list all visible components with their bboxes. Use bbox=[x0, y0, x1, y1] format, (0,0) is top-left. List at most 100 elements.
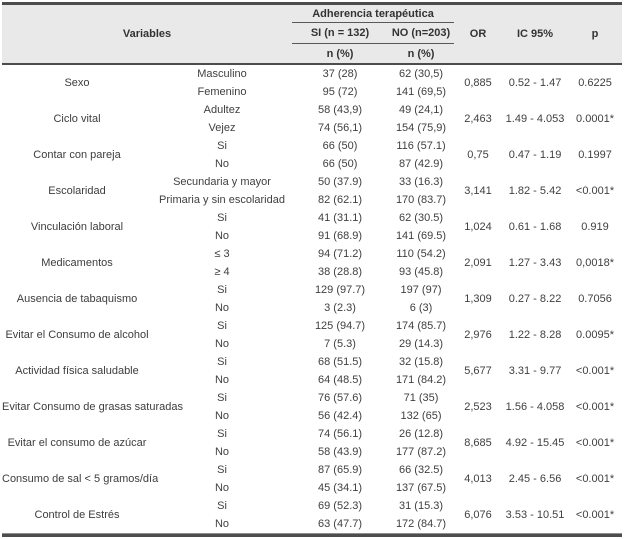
si-value: 69 (52.3) bbox=[318, 500, 363, 512]
si-value: 129 (97.7) bbox=[314, 284, 366, 296]
si-value: 91 (68.9) bbox=[318, 230, 363, 242]
category-label: Si bbox=[217, 284, 227, 296]
no-value: 62 (30.5) bbox=[399, 212, 444, 224]
ci-value: 1.82 - 5.42 bbox=[508, 185, 562, 197]
p-value: 0.0095* bbox=[576, 329, 614, 341]
category-label: No bbox=[214, 482, 230, 494]
category-label: Si bbox=[217, 500, 227, 512]
si-npct-header: n (%) bbox=[292, 44, 389, 65]
si-value: 3 (2.3) bbox=[324, 302, 356, 314]
or-value: 2,523 bbox=[464, 401, 492, 413]
table-row: Actividad física saludable Si 68 (51.5) 32 … bbox=[2, 353, 622, 377]
variable-name: Consumo de sal < 5 gramos/día bbox=[2, 473, 159, 485]
no-value: 132 (65) bbox=[400, 410, 442, 422]
no-value: 6 (3) bbox=[409, 302, 433, 314]
or-value: 2,463 bbox=[464, 113, 492, 125]
table-row: Medicamentos ≤ 3 94 (71.2) 110 (54.2) 2,091 1… bbox=[2, 245, 622, 269]
variable-name: Vinculación laboral bbox=[30, 221, 124, 233]
p-value: 0.0001* bbox=[576, 113, 614, 125]
table-row: Contar con pareja Si 66 (50) 116 (57.1) 0,75… bbox=[2, 137, 622, 161]
no-value: 177 (87.2) bbox=[395, 446, 447, 458]
variable-name: Actividad física saludable bbox=[15, 365, 139, 377]
si-value: 66 (50) bbox=[322, 140, 358, 152]
category-label: Adultez bbox=[203, 104, 241, 116]
category-label: No bbox=[214, 158, 230, 170]
variable-name: Escolaridad bbox=[48, 185, 106, 197]
table-row: No 91 (68.9) 141 (69.5) bbox=[2, 227, 622, 245]
or-value: 2,091 bbox=[464, 257, 492, 269]
si-value: 38 (28.8) bbox=[318, 266, 363, 278]
table-row: No 45 (34.1) 137 (67.5) bbox=[2, 479, 622, 497]
or-value: 8,685 bbox=[464, 437, 492, 449]
p-value: <0.001* bbox=[568, 497, 623, 534]
or-value: 3,141 bbox=[464, 185, 492, 197]
no-value: 49 (24,1) bbox=[399, 104, 444, 116]
no-value: 154 (75,9) bbox=[395, 122, 447, 134]
no-value: 170 (83.7) bbox=[395, 194, 447, 206]
no-value: 137 (67.5) bbox=[395, 482, 447, 494]
p-value: 0.6225 bbox=[578, 77, 612, 89]
si-value: 82 (62.1) bbox=[318, 194, 363, 206]
p-value: <0.001* bbox=[575, 437, 615, 449]
ci-value: 0.47 - 1.19 bbox=[508, 149, 562, 161]
no-value: 172 (84.7) bbox=[388, 515, 455, 534]
or-value: 2,976 bbox=[464, 329, 492, 341]
table-row: No 66 (50) 87 (42.9) bbox=[2, 155, 622, 173]
no-value: 32 (15.8) bbox=[399, 356, 444, 368]
adherence-group-header: Adherencia terapéutica bbox=[292, 5, 455, 23]
category-label: Secundaria y mayor bbox=[173, 176, 271, 188]
si-value: 66 (50) bbox=[322, 158, 358, 170]
table-row: No 3 (2.3) 6 (3) bbox=[2, 299, 622, 317]
ci-value: 3.31 - 9.77 bbox=[508, 365, 562, 377]
header-row-npct: n (%) n (%) bbox=[2, 44, 622, 65]
p-value: <0.001* bbox=[575, 473, 615, 485]
table-row: ≥ 4 38 (28.8) 93 (45.8) bbox=[2, 263, 622, 281]
p-value: 0.919 bbox=[581, 221, 609, 233]
table-row: Evitar el consumo de azúcar Si 74 (56.1) 26… bbox=[2, 425, 622, 449]
ci-value: 3.53 - 10.51 bbox=[502, 497, 569, 534]
no-column-header: NO (n=203) bbox=[388, 23, 455, 44]
si-value: 50 (37.9) bbox=[318, 176, 363, 188]
or-value: 0,885 bbox=[464, 77, 492, 89]
variable-name: Contar con pareja bbox=[33, 149, 121, 161]
p-value: 0,0018* bbox=[576, 257, 614, 269]
category-label: Si bbox=[217, 356, 227, 368]
category-label: No bbox=[214, 338, 230, 350]
ci-value: 0.61 - 1.68 bbox=[508, 221, 562, 233]
si-value: 87 (65.9) bbox=[318, 464, 363, 476]
si-value: 95 (72) bbox=[322, 86, 358, 98]
no-value: 116 (57.1) bbox=[396, 140, 446, 152]
table-row: Femenino 95 (72) 141 (69,5) bbox=[2, 83, 622, 101]
category-label: No bbox=[214, 230, 230, 242]
table-row: Consumo de sal < 5 gramos/día Si 87 (65.9)… bbox=[2, 461, 622, 485]
no-value: 87 (42.9) bbox=[399, 158, 444, 170]
table-row: Vejez 74 (56,1) 154 (75,9) bbox=[2, 119, 622, 137]
variable-name: Ciclo vital bbox=[53, 113, 101, 125]
si-value: 74 (56,1) bbox=[318, 122, 363, 134]
si-value: 58 (43.9) bbox=[318, 446, 363, 458]
category-label: Primaria y sin escolaridad bbox=[159, 194, 285, 206]
ci-value: 0.27 - 8.22 bbox=[508, 293, 562, 305]
si-column-header: SI (n = 132) bbox=[292, 23, 389, 44]
no-value: 110 (54.2) bbox=[396, 248, 446, 260]
table-row: Sexo Masculino 37 (28) 62 (30,5) 0,885 0.52 -… bbox=[2, 65, 622, 89]
table-row: Evitar Consumo de grasas saturadas Si 76 (… bbox=[2, 389, 622, 413]
si-value: 68 (51.5) bbox=[318, 356, 363, 368]
table-row: Escolaridad Secundaria y mayor 50 (37.9) 33… bbox=[2, 173, 622, 197]
variable-name: Evitar Consumo de grasas saturadas bbox=[2, 401, 183, 413]
no-value: 71 (35) bbox=[403, 392, 439, 404]
si-value: 94 (71.2) bbox=[318, 248, 363, 260]
category-label: Si bbox=[217, 428, 227, 440]
p-value: 0.1997 bbox=[578, 149, 612, 161]
variables-column-header: Variables bbox=[2, 5, 293, 65]
no-value: 141 (69,5) bbox=[395, 86, 447, 98]
ci-value: 2.45 - 6.56 bbox=[508, 473, 562, 485]
ci-value: 0.52 - 1.47 bbox=[508, 77, 562, 89]
si-value: 74 (56.1) bbox=[318, 428, 363, 440]
header-row-groups: SI (n = 132) NO (n=203) bbox=[2, 23, 622, 44]
no-value: 93 (45.8) bbox=[399, 266, 444, 278]
ci-value: 1.22 - 8.28 bbox=[508, 329, 562, 341]
no-value: 29 (14.3) bbox=[399, 338, 444, 350]
